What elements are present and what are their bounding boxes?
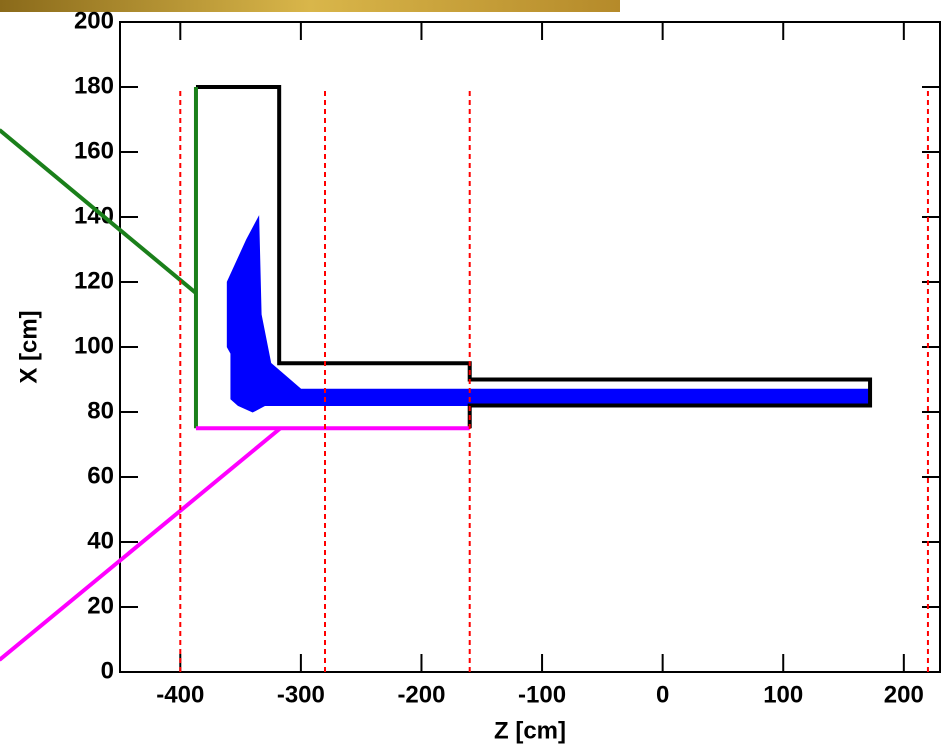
- line: [195, 85, 873, 429]
- x-axis-label: Z [cm]: [494, 717, 566, 744]
- y-tick-label: 200: [74, 7, 114, 34]
- x-tick-label: -400: [156, 681, 204, 708]
- y-tick-label: 0: [101, 657, 114, 684]
- x-tick-label: 0: [656, 681, 669, 708]
- x-tick-label: -200: [397, 681, 445, 708]
- x-tick-label: -300: [277, 681, 325, 708]
- y-tick-label: 80: [87, 397, 114, 424]
- area: [226, 215, 871, 413]
- y-tick-label: 120: [74, 267, 114, 294]
- y-tick-label: 40: [87, 527, 114, 554]
- y-tick-label: 180: [74, 72, 114, 99]
- y-tick-label: 60: [87, 462, 114, 489]
- header-strip: [0, 0, 620, 12]
- y-tick-label: 160: [74, 137, 114, 164]
- line: [0, 426, 282, 662]
- line: [0, 128, 198, 295]
- x-tick-label: -100: [518, 681, 566, 708]
- y-tick-label: 100: [74, 332, 114, 359]
- x-tick-label: 100: [763, 681, 803, 708]
- y-axis-label: X [cm]: [15, 310, 42, 383]
- y-tick-label: 20: [87, 592, 114, 619]
- x-tick-label: 200: [884, 681, 924, 708]
